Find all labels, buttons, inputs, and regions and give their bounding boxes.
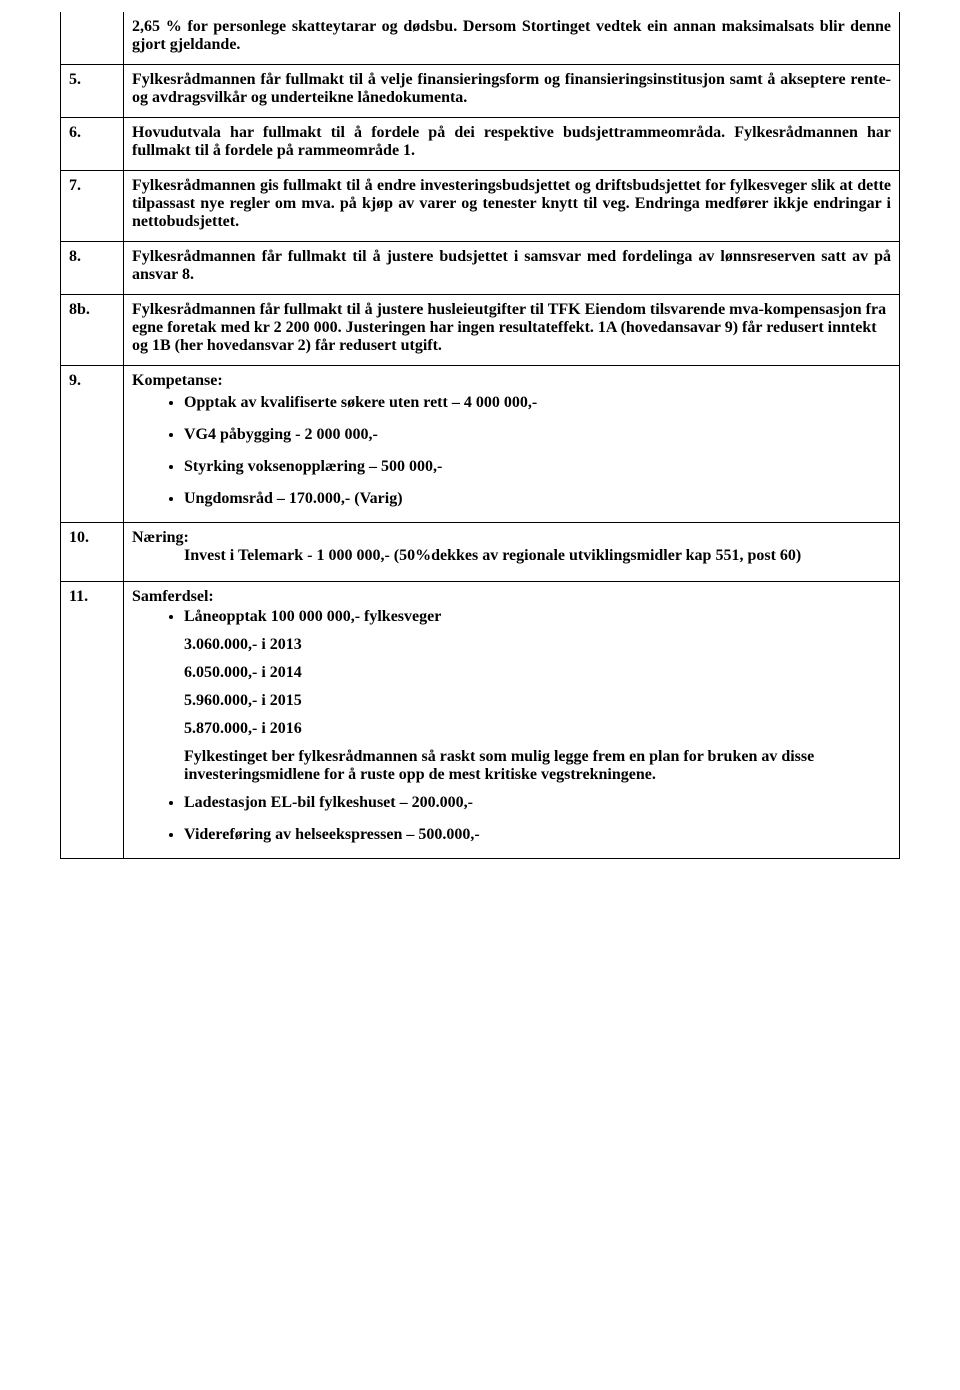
- bullet-list: Låneopptak 100 000 000,- fylkesveger: [132, 608, 891, 626]
- list-item: Ungdomsråd – 170.000,- (Varig): [184, 490, 891, 508]
- table-row: 8. Fylkesrådmannen får fullmakt til å ju…: [61, 242, 900, 295]
- paragraph: Fylkesrådmannen gis fullmakt til å endre…: [132, 177, 891, 231]
- table-row: 10. Næring: Invest i Telemark - 1 000 00…: [61, 523, 900, 582]
- indent-block: 3.060.000,- i 2013 6.050.000,- i 2014 5.…: [132, 636, 891, 784]
- list-item: Videreføring av helseekspressen – 500.00…: [184, 826, 891, 844]
- table-row: 6. Hovudutvala har fullmakt til å fordel…: [61, 118, 900, 171]
- list-item: Låneopptak 100 000 000,- fylkesveger: [184, 608, 891, 626]
- list-item: Styrking voksenopplæring – 500 000,-: [184, 458, 891, 476]
- bullet-list: Opptak av kvalifiserte søkere uten rett …: [132, 394, 891, 508]
- row-number: 6.: [61, 118, 124, 171]
- row-number: 7.: [61, 171, 124, 242]
- table-row: 8b. Fylkesrådmannen får fullmakt til å j…: [61, 295, 900, 366]
- paragraph: Fylkesrådmannen får fullmakt til å juste…: [132, 301, 891, 355]
- row-number: 11.: [61, 582, 124, 859]
- row-number: 5.: [61, 65, 124, 118]
- paragraph: 5.960.000,- i 2015: [184, 692, 891, 710]
- list-item: Ladestasjon EL-bil fylkeshuset – 200.000…: [184, 794, 891, 812]
- row-number: 8.: [61, 242, 124, 295]
- row-content: 2,65 % for personlege skatteytarar og dø…: [124, 12, 900, 65]
- section-heading: Næring:: [132, 529, 891, 547]
- row-content: Fylkesrådmannen får fullmakt til å velje…: [124, 65, 900, 118]
- paragraph: Fylkesrådmannen får fullmakt til å velje…: [132, 71, 891, 107]
- paragraph: Fylkestinget ber fylkesrådmannen så rask…: [184, 748, 891, 784]
- paragraph: Invest i Telemark - 1 000 000,- (50%dekk…: [184, 547, 891, 565]
- row-number: 8b.: [61, 295, 124, 366]
- list-item: Opptak av kvalifiserte søkere uten rett …: [184, 394, 891, 412]
- row-content: Fylkesrådmannen får fullmakt til å juste…: [124, 295, 900, 366]
- section-heading: Samferdsel:: [132, 588, 891, 606]
- list-item: VG4 påbygging - 2 000 000,-: [184, 426, 891, 444]
- row-content: Næring: Invest i Telemark - 1 000 000,- …: [124, 523, 900, 582]
- row-content: Samferdsel: Låneopptak 100 000 000,- fyl…: [124, 582, 900, 859]
- document-page: 2,65 % for personlege skatteytarar og dø…: [0, 0, 960, 899]
- section-heading: Kompetanse:: [132, 372, 891, 390]
- paragraph: 3.060.000,- i 2013: [184, 636, 891, 654]
- bullet-list: Ladestasjon EL-bil fylkeshuset – 200.000…: [132, 794, 891, 844]
- row-content: Kompetanse: Opptak av kvalifiserte søker…: [124, 366, 900, 523]
- row-content: Hovudutvala har fullmakt til å fordele p…: [124, 118, 900, 171]
- paragraph: Fylkesrådmannen får fullmakt til å juste…: [132, 248, 891, 284]
- indent-block: Invest i Telemark - 1 000 000,- (50%dekk…: [132, 547, 891, 565]
- row-number: 10.: [61, 523, 124, 582]
- paragraph: 6.050.000,- i 2014: [184, 664, 891, 682]
- document-table: 2,65 % for personlege skatteytarar og dø…: [60, 12, 900, 859]
- row-content: Fylkesrådmannen får fullmakt til å juste…: [124, 242, 900, 295]
- table-row: 2,65 % for personlege skatteytarar og dø…: [61, 12, 900, 65]
- row-number: [61, 12, 124, 65]
- row-number: 9.: [61, 366, 124, 523]
- table-row: 11. Samferdsel: Låneopptak 100 000 000,-…: [61, 582, 900, 859]
- table-row: 5. Fylkesrådmannen får fullmakt til å ve…: [61, 65, 900, 118]
- paragraph: 2,65 % for personlege skatteytarar og dø…: [132, 18, 891, 54]
- paragraph: 5.870.000,- i 2016: [184, 720, 891, 738]
- paragraph: Hovudutvala har fullmakt til å fordele p…: [132, 124, 891, 160]
- table-row: 9. Kompetanse: Opptak av kvalifiserte sø…: [61, 366, 900, 523]
- row-content: Fylkesrådmannen gis fullmakt til å endre…: [124, 171, 900, 242]
- table-row: 7. Fylkesrådmannen gis fullmakt til å en…: [61, 171, 900, 242]
